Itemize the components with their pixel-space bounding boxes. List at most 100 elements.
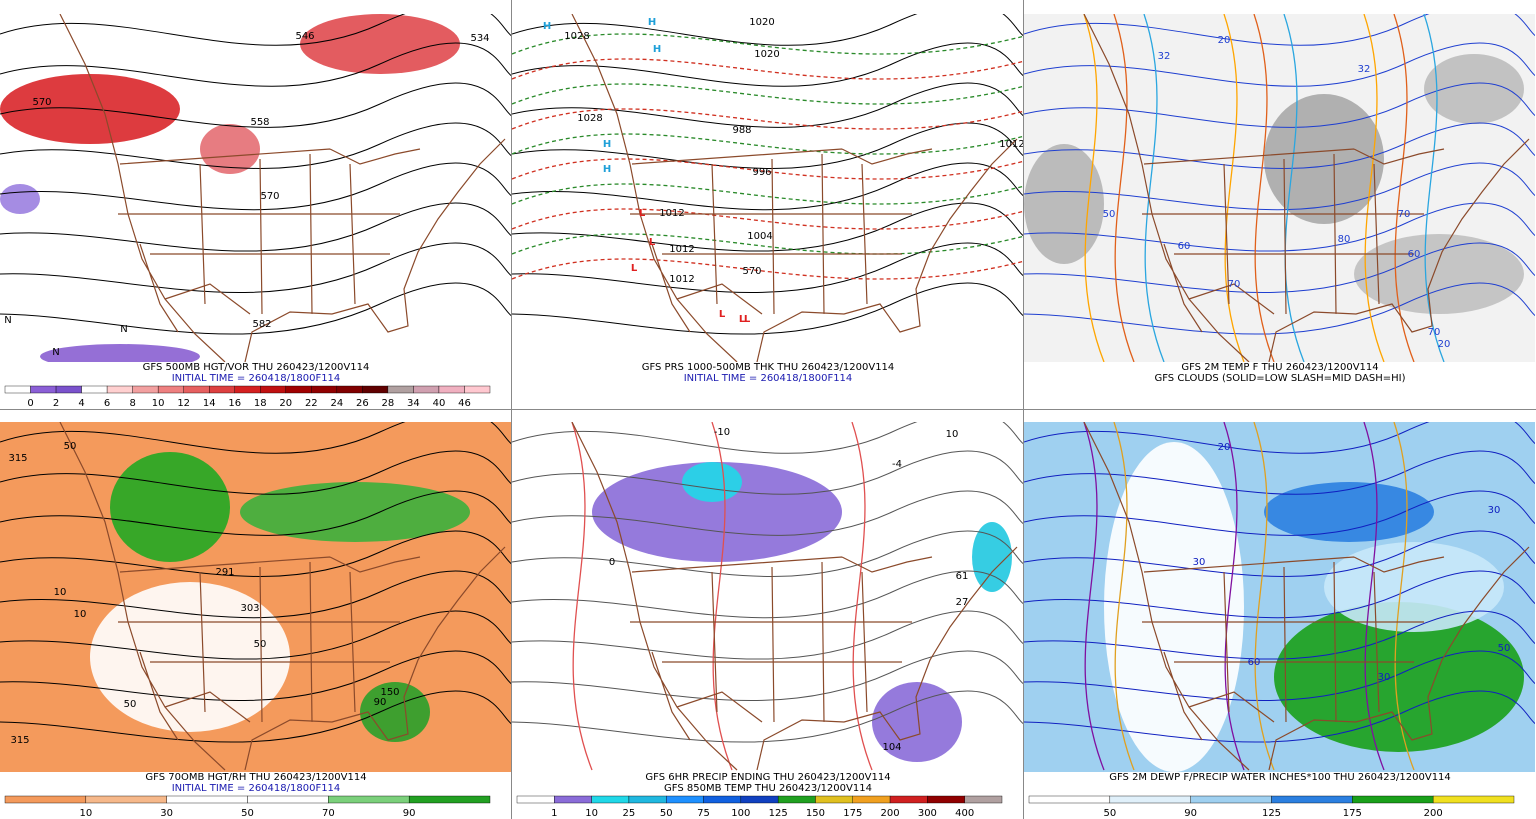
colorbar-swatch xyxy=(889,795,928,804)
colorbar-label: 10 xyxy=(152,398,165,409)
shaded-area xyxy=(0,184,40,214)
colorbar-swatch xyxy=(336,385,363,394)
colorbar-swatch xyxy=(554,795,592,804)
colorbar-label: 75 xyxy=(697,808,710,819)
contour-label: N xyxy=(4,315,11,326)
contour xyxy=(512,610,1023,660)
contour-label: 50 xyxy=(124,699,137,710)
colorbar-swatch xyxy=(413,385,440,394)
contour xyxy=(1024,82,1535,128)
contour xyxy=(512,14,1023,46)
map: -10 -4 61 27 104 0 10 xyxy=(512,422,1023,772)
pressure-center: L xyxy=(631,263,638,274)
colorbar-label: 100 xyxy=(731,808,750,819)
contour xyxy=(0,202,511,252)
shaded-area xyxy=(1104,442,1244,772)
contour-label: N xyxy=(120,324,127,335)
contour-label: 20 xyxy=(1218,35,1231,46)
contour-label: 570 xyxy=(742,266,761,277)
colorbar-label: 26 xyxy=(356,398,369,409)
thickness-contour xyxy=(512,208,1023,230)
colorbar-label: 50 xyxy=(1103,808,1116,819)
caption: GFS 850MB TEMP THU 260423/1200V114 xyxy=(664,783,872,794)
pressure-center: H xyxy=(603,164,611,175)
contour-label: 90 xyxy=(374,697,387,708)
shaded-area xyxy=(592,462,842,562)
panel: -10 -4 61 27 104 0 10 GFS 6HR PRECIP ENDING THU… xyxy=(512,422,1023,819)
contour-label: 534 xyxy=(470,33,489,44)
contour xyxy=(0,242,511,293)
contour xyxy=(512,490,1023,536)
thickness-contour xyxy=(512,133,1023,155)
thickness-contour xyxy=(512,233,1023,255)
contour xyxy=(0,490,511,536)
colored-contour xyxy=(1393,422,1415,771)
colorbar-label: 10 xyxy=(79,808,92,819)
contour-label: 20 xyxy=(1438,339,1451,350)
panel: 30 30 50 20 60 30 GFS 2M DEWP F/PRECIP WATER I… xyxy=(1024,422,1535,819)
contour xyxy=(0,610,511,660)
colorbar-swatch xyxy=(1271,795,1353,804)
contour-label: 10 xyxy=(946,429,959,440)
contour xyxy=(0,570,511,619)
contour-label: 30 xyxy=(1193,557,1206,568)
contour xyxy=(0,282,511,335)
pressure-center: L xyxy=(744,314,751,325)
colorbar-label: 125 xyxy=(1262,808,1281,819)
colorbar-label: 50 xyxy=(660,808,673,819)
contour-label: 60 xyxy=(1248,657,1261,668)
colorbar-swatch xyxy=(85,795,167,804)
colorbar-label: 2 xyxy=(53,398,59,409)
colored-contour xyxy=(1253,14,1275,362)
shaded-area xyxy=(1024,144,1104,264)
colorbar-swatch xyxy=(1109,795,1191,804)
contour-label: 546 xyxy=(295,31,314,42)
contour xyxy=(1024,422,1535,454)
shaded-area xyxy=(872,682,962,762)
colorbar-label: 125 xyxy=(769,808,788,819)
colorbar-label: 8 xyxy=(129,398,135,409)
contour xyxy=(512,450,1023,495)
colorbar-label: 300 xyxy=(918,808,937,819)
colorbar-swatch xyxy=(408,795,491,804)
colorbar-label: 70 xyxy=(322,808,335,819)
contour-label: 60 xyxy=(1408,249,1421,260)
contour-label: -4 xyxy=(892,459,902,470)
contour xyxy=(512,82,1023,128)
contour xyxy=(512,690,1023,743)
caption: GFS 500MB HGT/VOR THU 260423/1200V114 xyxy=(143,362,370,373)
contour-label: 50 xyxy=(1498,643,1511,654)
thickness-contour xyxy=(512,58,1023,80)
borders xyxy=(1083,14,1530,362)
contour-label: 315 xyxy=(8,453,27,464)
contour-label: 20 xyxy=(1218,442,1231,453)
borders xyxy=(571,14,1018,362)
colorbar-label: 14 xyxy=(203,398,216,409)
colorbar-label: 200 xyxy=(881,808,900,819)
contour xyxy=(0,42,511,87)
colorbar-swatch xyxy=(362,385,389,394)
map-background xyxy=(0,14,511,362)
contour xyxy=(1024,162,1535,211)
caption: GFS 2M DEWP F/PRECIP WATER INCHES*100 TH… xyxy=(1109,772,1451,783)
map-background xyxy=(512,14,1023,362)
contour-label: 570 xyxy=(260,191,279,202)
contour-label: 1020 xyxy=(749,17,774,28)
borders xyxy=(59,14,506,362)
shaded-area xyxy=(682,462,742,502)
colorbar-label: 40 xyxy=(433,398,446,409)
colorbar-label: 30 xyxy=(160,808,173,819)
colorbar-swatch xyxy=(328,795,410,804)
contour-label: 1028 xyxy=(577,113,602,124)
contour-label: -10 xyxy=(714,427,730,438)
contour xyxy=(1024,450,1535,495)
thickness-contour xyxy=(512,33,1023,55)
contour xyxy=(512,650,1023,701)
colored-contour xyxy=(1083,422,1105,771)
colorbar-label: 6 xyxy=(104,398,110,409)
pressure-center: L xyxy=(649,237,656,248)
colorbar-swatch xyxy=(106,385,133,394)
